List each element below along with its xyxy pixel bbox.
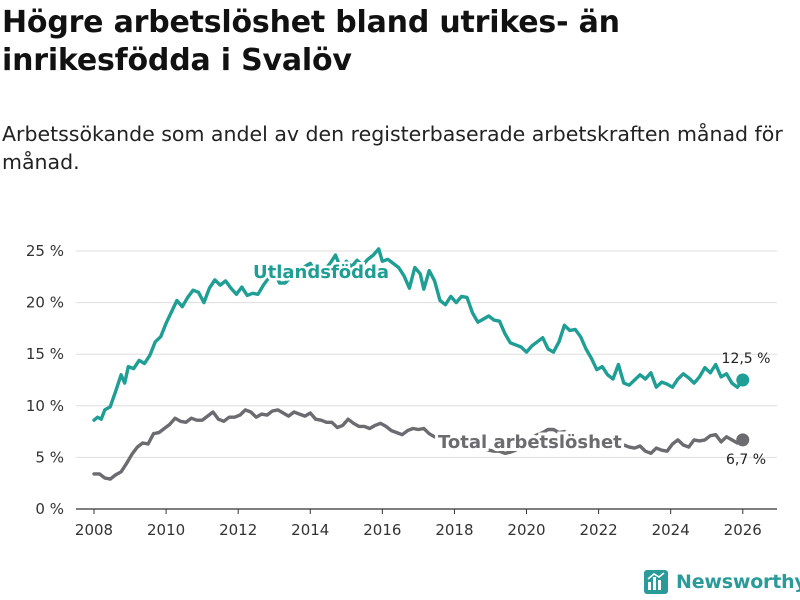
y-tick-label: 10 % (26, 397, 64, 415)
x-tick-label: 2014 (291, 521, 329, 539)
series-label-utlandsfodda: Utlandsfödda (253, 262, 389, 283)
y-tick-label: 25 % (26, 242, 64, 260)
y-tick-label: 5 % (35, 448, 64, 466)
end-point-utlandsfodda (736, 373, 750, 387)
y-tick-label: 15 % (26, 345, 64, 363)
y-axis: 0 % 5 % 10 % 15 % 20 % 25 % (26, 242, 64, 518)
chart-title: Högre arbetslöshet bland utrikes- än inr… (2, 5, 620, 78)
series-lines (92, 247, 750, 481)
x-tick-label: 2018 (435, 521, 473, 539)
x-tick-label: 2010 (147, 521, 185, 539)
x-tick-label: 2016 (363, 521, 401, 539)
y-tick-label: 20 % (26, 294, 64, 312)
x-tick-label: 2026 (724, 521, 762, 539)
x-tick-label: 2020 (507, 521, 545, 539)
y-tick-label: 0 % (35, 500, 64, 518)
x-tick-label: 2008 (75, 521, 113, 539)
brand-name: Newsworthy (676, 571, 800, 593)
series-labels: Utlandsfödda Total arbetslöshet 12,5 % 6,7 … (251, 260, 771, 469)
bar-chart-icon (644, 570, 668, 594)
series-line-total-arbetsloshet (92, 408, 745, 481)
newsworthy-logo: Newsworthy (644, 570, 800, 594)
x-tick-label: 2012 (219, 521, 257, 539)
end-value-label-utlandsfodda: 12,5 % (722, 351, 771, 367)
x-tick-label: 2024 (652, 521, 690, 539)
x-axis: 2008 2010 2012 2014 2016 2018 2020 2022 2024 2026 (75, 508, 777, 539)
end-value-label-total-arbetsloshet: 6,7 % (726, 452, 766, 468)
grid-lines (76, 250, 777, 458)
end-point-total-arbetsloshet (736, 433, 750, 447)
x-tick-label: 2022 (580, 521, 618, 539)
series-label-total-arbetsloshet: Total arbetslöshet (438, 432, 622, 453)
series-line-utlandsfodda (92, 247, 745, 422)
chart-subtitle: Arbetssökande som andel av den registerb… (2, 122, 783, 174)
